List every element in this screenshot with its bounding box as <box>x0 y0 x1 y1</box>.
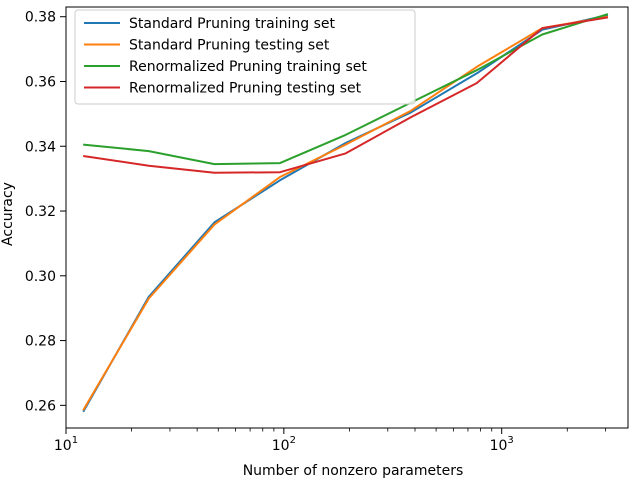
legend-label-4: Renormalized Pruning testing set <box>129 81 362 97</box>
x-tick-label: 102 <box>272 435 296 454</box>
legend-label-3: Renormalized Pruning training set <box>129 59 367 75</box>
y-tick-label: 0.32 <box>25 204 56 220</box>
series-line-1 <box>82 14 609 413</box>
plot-frame <box>65 6 629 429</box>
legend: Standard Pruning training set Standard Pr… <box>74 9 416 105</box>
series-line-2 <box>82 15 609 411</box>
y-tick-label: 0.38 <box>25 10 56 26</box>
legend-label-1: Standard Pruning training set <box>129 16 336 32</box>
x-tick-label: 103 <box>490 435 514 454</box>
x-tick-label: 101 <box>54 435 78 454</box>
legend-label-2: Standard Pruning testing set <box>129 38 330 54</box>
legend-box <box>74 9 416 105</box>
y-tick-label: 0.28 <box>25 334 56 350</box>
y-axis-ticks: 0.26 0.28 0.30 0.32 0.34 0.36 0.38 <box>25 10 66 414</box>
y-tick-label: 0.34 <box>25 139 56 155</box>
y-axis-title: Accuracy <box>0 182 16 246</box>
y-tick-label: 0.36 <box>25 74 56 90</box>
y-tick-label: 0.30 <box>25 269 56 285</box>
series-line-4 <box>83 16 609 174</box>
x-axis-ticks: 101 102 103 <box>54 428 607 454</box>
series-layer <box>82 13 609 413</box>
y-tick-label: 0.26 <box>25 398 56 414</box>
x-axis-title: Number of nonzero parameters <box>243 463 464 479</box>
plot-border <box>65 6 629 429</box>
